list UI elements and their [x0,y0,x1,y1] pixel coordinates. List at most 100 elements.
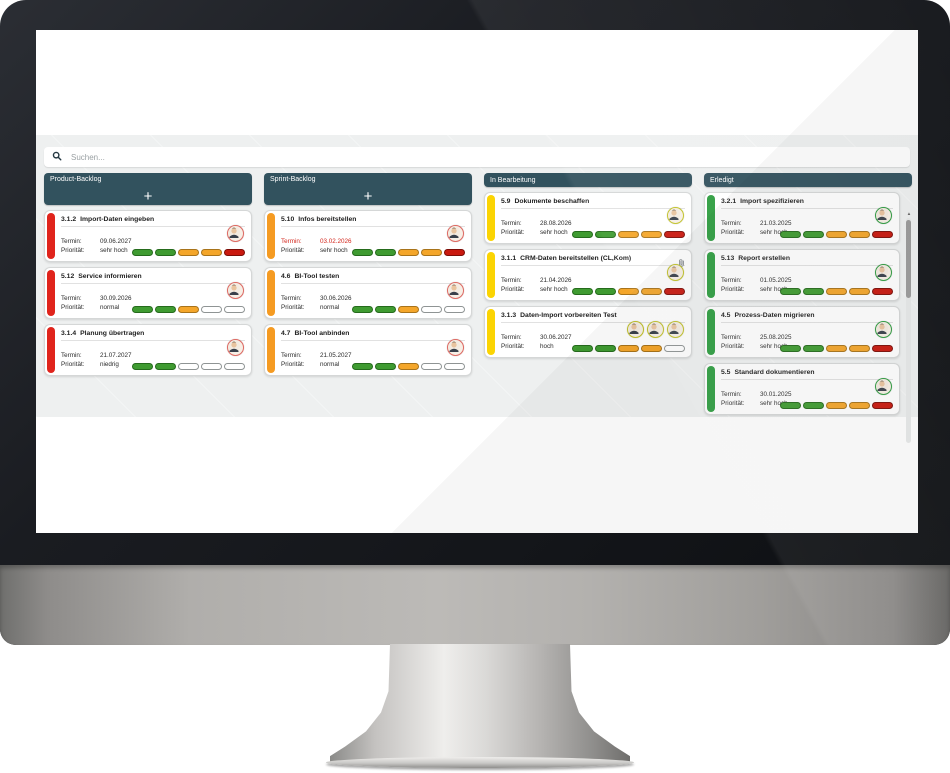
card-status-stripe [707,195,715,241]
progress-pill-green [375,363,396,370]
progress-pill-red [872,288,893,295]
termin-label: Termin: [61,238,82,245]
termin-label: Termin: [281,238,302,245]
task-card[interactable]: 4.6 BI-Tool testen Termin: 30.06.2026 Pri… [264,267,472,319]
termin-label: Termin: [501,277,522,284]
progress-pill-yellow [826,402,847,409]
prioritaet-value: sehr hoch [540,228,568,236]
progress-pill-green [803,288,824,295]
termin-label: Termin: [61,352,82,359]
task-card[interactable]: 3.2.1 Import spezifizieren Termin: 21.03.… [704,192,900,244]
prioritaet-label: Priorität: [61,303,85,311]
termin-label: Termin: [721,334,742,341]
card-title-row: 5.13 Report erstellen [721,253,893,266]
task-card[interactable]: 5.12 Service informieren Termin: 30.09.20… [44,267,252,319]
prioritaet-value: sehr hoch [760,285,788,293]
prioritaet-label: Priorität: [721,399,745,407]
termin-row: Termin: 21.04.2026 [501,277,572,286]
card-id: 5.9 [501,198,511,205]
prioritaet-row: Priorität: normal [281,304,352,313]
task-card[interactable]: 4.5 Prozess-Daten migrieren Termin: 25.08… [704,306,900,358]
add-card-button[interactable]: + [358,189,379,205]
card-title-row: 3.1.2 Import-Daten eingeben [61,214,245,227]
progress-pill-green [595,288,616,295]
task-card[interactable]: 3.1.2 Import-Daten eingeben Termin: 09.06… [44,210,252,262]
task-card[interactable]: 5.13 Report erstellen Termin: 01.05.2025 … [704,249,900,301]
termin-value: 03.02.2026 [320,238,352,245]
card-title: Report erstellen [738,255,790,262]
card-meta: Termin: 25.08.2025 Priorität: sehr hoch [721,334,792,351]
card-avatars [667,264,684,281]
card-title-row: 4.7 BI-Tool anbinden [281,328,465,341]
progress-pills [572,345,685,352]
prioritaet-label: Priorität: [61,246,85,254]
progress-pill-yellow [849,345,870,352]
progress-pill-yellow [641,231,662,238]
card-title-row: 5.10 Infos bereitstellen [281,214,465,227]
progress-pill-yellow [641,288,662,295]
progress-pill-green [155,249,176,256]
progress-pills [352,306,465,313]
assignee-avatar [227,339,244,356]
termin-label: Termin: [721,277,742,284]
progress-pill-yellow [398,249,419,256]
termin-value: 09.06.2027 [100,238,132,245]
card-avatars [875,264,892,281]
termin-row: Termin: 21.05.2027 [281,352,352,361]
progress-pill-empty [224,363,245,370]
card-title: BI-Tool anbinden [294,330,350,337]
task-card[interactable]: 5.5 Standard dokumentieren Termin: 30.01.… [704,363,900,415]
card-meta: Termin: 03.02.2026 Priorität: sehr hoch [281,238,352,255]
card-id: 5.12 [61,273,75,280]
card-title: Service informieren [78,273,142,280]
column-scrollbar[interactable]: ▲ [905,211,913,533]
card-avatars [875,321,892,338]
scrollbar-track[interactable] [906,218,911,443]
kanban-column: Sprint-Backlog + 5.10 Infos bereitstellen… [264,173,472,415]
add-card-button[interactable]: + [138,189,159,205]
card-status-stripe [47,213,55,259]
progress-pill-yellow [201,249,222,256]
progress-pill-green [155,363,176,370]
card-title-row: 5.9 Dokumente beschaffen [501,196,685,209]
prioritaet-row: Priorität: niedrig [61,361,132,370]
prioritaet-label: Priorität: [501,228,525,236]
card-avatars [875,207,892,224]
card-avatars [627,321,684,338]
card-id: 5.10 [281,216,295,223]
card-status-stripe [487,309,495,355]
task-card[interactable]: 3.1.3 Daten-Import vorbereiten Test Termi… [484,306,692,358]
scrollbar-thumb[interactable] [906,220,911,298]
prioritaet-label: Priorität: [721,285,745,293]
card-id: 5.5 [721,369,731,376]
task-card[interactable]: 4.7 BI-Tool anbinden Termin: 21.05.2027 P… [264,324,472,376]
task-card[interactable]: 3.1.4 Planung übertragen Termin: 21.07.20… [44,324,252,376]
search-input[interactable] [69,151,902,163]
prioritaet-row: Priorität: hoch [501,343,572,352]
card-status-stripe [267,270,275,316]
progress-pill-yellow [849,231,870,238]
column-title: Product-Backlog [50,176,102,183]
prioritaet-row: Priorität: sehr hoch [721,400,792,409]
progress-pill-green [780,345,801,352]
progress-pill-red [444,249,465,256]
scrollbar-up-icon[interactable]: ▲ [906,211,912,216]
assignee-avatar [667,207,684,224]
task-card[interactable]: 3.1.1 CRM-Daten bereitstellen (CL,Kom) Te… [484,249,692,301]
progress-pill-green [352,363,373,370]
assignee-avatar [875,378,892,395]
card-title: Import spezifizieren [740,198,804,205]
task-card[interactable]: 5.9 Dokumente beschaffen Termin: 28.08.20… [484,192,692,244]
task-card[interactable]: 5.10 Infos bereitstellen Termin: 03.02.20… [264,210,472,262]
prioritaet-row: Priorität: sehr hoch [281,247,352,256]
card-id: 4.5 [721,312,731,319]
progress-pill-red [664,288,685,295]
card-status-stripe [267,327,275,373]
column-cards: 3.1.2 Import-Daten eingeben Termin: 09.06… [44,210,252,376]
card-avatars [227,339,244,356]
progress-pills [132,249,245,256]
termin-row: Termin: 03.02.2026 [281,238,352,247]
prioritaet-value: normal [320,303,340,311]
progress-pills [572,288,685,295]
